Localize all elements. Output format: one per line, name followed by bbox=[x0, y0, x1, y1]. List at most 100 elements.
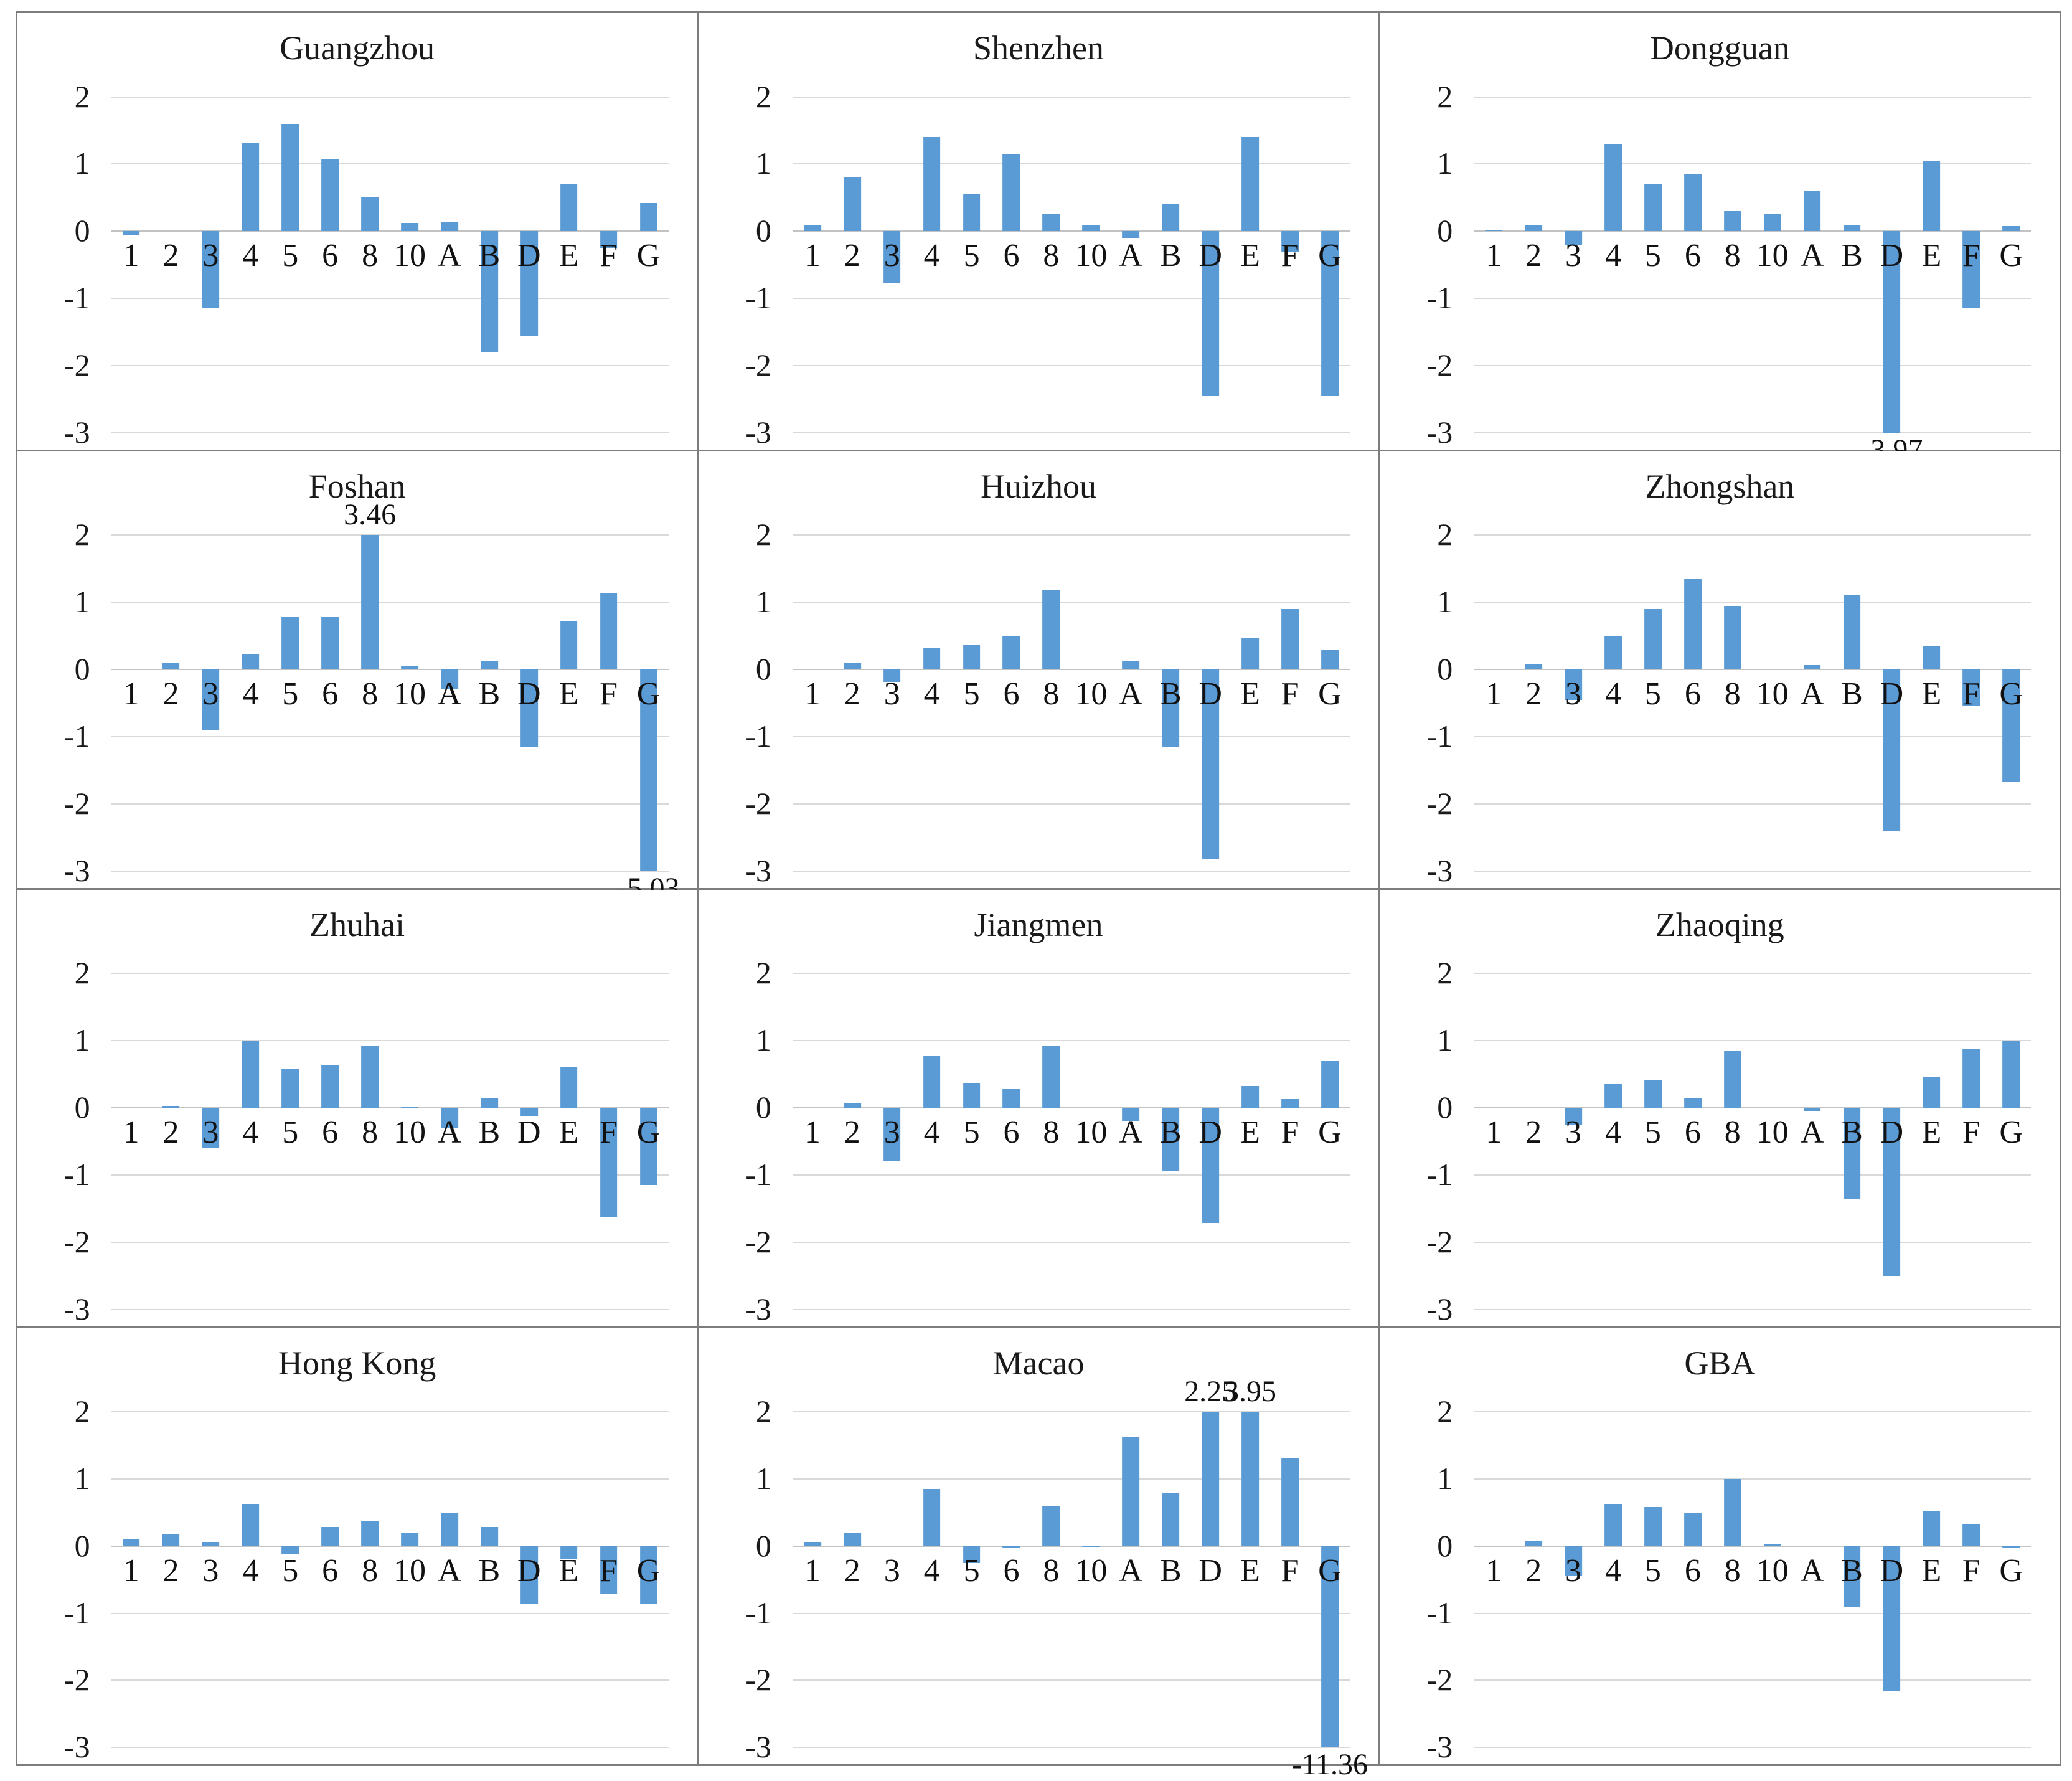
zero-gridline bbox=[111, 230, 669, 232]
x-axis-label: 3 bbox=[202, 238, 219, 274]
x-axis-label: 6 bbox=[322, 1114, 339, 1150]
gridline bbox=[1474, 602, 2032, 603]
chart-cell: Hong Kong 2 1 0 -1 -2 -3 1 2 3 4 5 6 8 10 A B D E F G bbox=[17, 1328, 697, 1764]
x-axis-label: 3 bbox=[883, 676, 900, 712]
x-axis-label: 2 bbox=[844, 238, 860, 274]
x-axis-label: 1 bbox=[1486, 238, 1502, 274]
y-axis-tick: 2 bbox=[1437, 1393, 1453, 1429]
y-axis-tick: -3 bbox=[745, 1729, 771, 1765]
y-axis-tick: 1 bbox=[755, 1022, 771, 1057]
x-axis-label: 6 bbox=[322, 1552, 339, 1589]
bar bbox=[639, 669, 657, 871]
bar bbox=[963, 645, 981, 670]
bar bbox=[1763, 214, 1781, 232]
x-axis-label: G bbox=[636, 1114, 661, 1150]
x-axis-label: 6 bbox=[1003, 1552, 1020, 1589]
plot-area: 2 1 0 -1 -2 -3 1 2 3 4 5 6 8 10 A B D E F G 2.25 3.95 -11.36 bbox=[745, 1376, 1368, 1780]
plot-area: 2 1 0 -1 -2 -3 1 2 3 4 5 6 8 10 A B D E F G bbox=[1427, 519, 2032, 886]
data-label: 3.95 bbox=[1224, 1374, 1277, 1408]
x-axis-label: 8 bbox=[1043, 676, 1060, 712]
gridline bbox=[111, 1410, 669, 1412]
bar bbox=[1803, 1107, 1821, 1112]
plot-area: 2 1 0 -1 -2 -3 1 2 3 4 5 6 8 10 A B D E F G bbox=[64, 957, 669, 1325]
bar bbox=[804, 1542, 821, 1546]
plot-area: 2 1 0 -1 -2 -3 1 2 3 4 5 6 8 10 A B D E F G bbox=[745, 519, 1350, 886]
x-axis-label: 2 bbox=[1525, 238, 1542, 274]
x-axis-label: 4 bbox=[242, 1552, 259, 1589]
bar bbox=[1923, 646, 1941, 670]
bar bbox=[520, 1107, 538, 1116]
plot-area: 2 1 0 -1 -2 -3 1 2 3 4 5 6 8 10 A B D E F G bbox=[1427, 957, 2032, 1325]
bar bbox=[321, 1065, 339, 1108]
x-axis-label: 8 bbox=[362, 238, 379, 274]
x-axis-label: 3 bbox=[1565, 238, 1582, 274]
bar bbox=[843, 1533, 861, 1546]
x-axis-label: D bbox=[1198, 1552, 1222, 1589]
x-axis-label: 1 bbox=[804, 676, 821, 712]
y-axis-tick: 0 bbox=[1437, 651, 1453, 687]
x-axis-label: 1 bbox=[1486, 676, 1502, 712]
y-axis-tick: 0 bbox=[755, 213, 771, 248]
y-axis-tick: 2 bbox=[1437, 955, 1453, 991]
x-axis-label: 10 bbox=[1756, 1552, 1789, 1589]
bar bbox=[441, 1512, 458, 1546]
x-axis-label: E bbox=[558, 1552, 579, 1589]
gridline bbox=[792, 96, 1350, 98]
gridline bbox=[1474, 803, 2032, 805]
gridline bbox=[1474, 736, 2032, 738]
x-axis-label: 8 bbox=[1724, 676, 1741, 712]
bar bbox=[162, 663, 180, 670]
bar bbox=[1321, 1546, 1339, 1748]
bar bbox=[361, 1520, 379, 1546]
bar bbox=[1883, 1546, 1901, 1691]
x-axis-label: 1 bbox=[804, 1114, 821, 1150]
chart-cell: Foshan 2 1 0 -1 -2 -3 1 2 3 4 5 6 8 10 A B D E F G 3.46 -5.03 bbox=[17, 451, 697, 903]
y-axis-tick: 1 bbox=[74, 584, 90, 620]
gridline bbox=[792, 1039, 1350, 1041]
x-axis-label: 2 bbox=[844, 676, 860, 712]
x-axis-label: F bbox=[1962, 1114, 1980, 1150]
bar bbox=[242, 654, 260, 670]
gridline bbox=[1474, 1241, 2032, 1243]
x-axis-label: 8 bbox=[362, 1114, 379, 1150]
x-axis-label: G bbox=[1999, 238, 2023, 274]
bar bbox=[401, 666, 418, 670]
bar bbox=[162, 1534, 180, 1546]
y-axis-tick: 1 bbox=[74, 1460, 90, 1496]
bar bbox=[520, 231, 538, 336]
x-axis-label: B bbox=[1841, 676, 1863, 712]
bar bbox=[122, 1539, 140, 1546]
x-axis-label: 4 bbox=[923, 238, 940, 274]
bar bbox=[1082, 224, 1100, 232]
chart-title: Dongguan bbox=[1649, 29, 1790, 67]
x-axis-label: D bbox=[1880, 676, 1904, 712]
gridline bbox=[792, 163, 1350, 165]
bar bbox=[2002, 225, 2020, 232]
x-axis-label: E bbox=[1921, 676, 1942, 712]
y-axis-tick: 1 bbox=[1437, 1022, 1453, 1057]
gridline bbox=[1474, 163, 2032, 165]
bar bbox=[1162, 204, 1180, 232]
gridline bbox=[111, 1747, 669, 1749]
x-axis-label: 8 bbox=[1043, 1552, 1060, 1589]
y-axis-tick: 1 bbox=[755, 1460, 771, 1496]
bar bbox=[1723, 605, 1741, 670]
x-axis-label: 4 bbox=[1604, 238, 1621, 274]
x-axis-label: D bbox=[517, 1114, 541, 1150]
plot-area: 2 1 0 -1 -2 -3 1 2 3 4 5 6 8 10 A B D E F G bbox=[745, 957, 1350, 1325]
y-axis-tick: 0 bbox=[755, 651, 771, 687]
x-axis-label: D bbox=[1198, 676, 1222, 712]
plot-area: 2 1 0 -1 -2 -3 1 2 3 4 5 6 8 10 A B D E F G bbox=[64, 81, 669, 448]
gridline bbox=[792, 1478, 1350, 1480]
y-axis-tick: 1 bbox=[755, 146, 771, 181]
bar bbox=[560, 184, 578, 232]
x-axis-label: 2 bbox=[162, 1114, 179, 1150]
bar bbox=[1723, 1051, 1741, 1108]
zero-gridline bbox=[1474, 1545, 2032, 1547]
y-axis-tick: -3 bbox=[745, 415, 771, 450]
x-axis-label: 10 bbox=[393, 238, 426, 274]
chart-title: Macao bbox=[992, 1344, 1085, 1382]
bar bbox=[1281, 231, 1299, 252]
x-axis-label: A bbox=[1800, 238, 1824, 274]
bar bbox=[361, 1046, 379, 1108]
